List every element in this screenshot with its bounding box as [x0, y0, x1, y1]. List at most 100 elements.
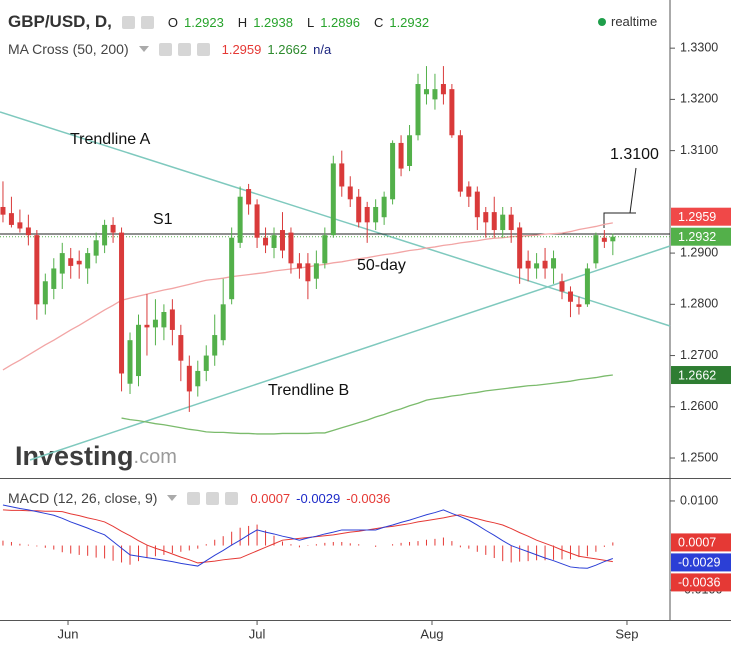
- ma-value: n/a: [313, 41, 332, 57]
- candle-body: [449, 89, 455, 136]
- ohlc-label: L: [306, 14, 315, 30]
- candle-body: [127, 340, 133, 384]
- candle-body: [263, 237, 269, 246]
- candle-body: [322, 235, 328, 264]
- candle-body: [373, 206, 379, 223]
- ma-value: 1.2959: [221, 41, 262, 57]
- status-text: realtime: [611, 14, 658, 29]
- macd-value: -0.0036: [346, 490, 391, 506]
- annotation: 1.3100: [610, 146, 659, 163]
- symbol-header: GBP/USD, D, O 1.2923 H 1.2938 L 1.2896 C 1.2…: [8, 12, 429, 32]
- candle-body: [483, 212, 489, 223]
- candle-body: [576, 304, 582, 307]
- candle-body: [59, 253, 65, 274]
- price-badge-label: -0.0036: [678, 576, 720, 590]
- icon-eye[interactable]: [187, 491, 201, 505]
- candle-body: [313, 263, 319, 279]
- candle-body: [76, 260, 82, 265]
- price-badge: [671, 533, 731, 552]
- ma-header: MA Cross (50, 200) 1.2959 1.2662 n/a: [8, 41, 331, 57]
- callout-bracket: [603, 212, 636, 228]
- ohlc-label: H: [237, 14, 248, 30]
- candle-body: [466, 186, 472, 197]
- x-tick-label: Jul: [249, 626, 266, 641]
- ohlc-value: 1.2896: [320, 14, 360, 30]
- ohlc-value: 1.2932: [389, 14, 430, 30]
- candle-body: [229, 237, 235, 300]
- candle-body: [288, 232, 294, 264]
- watermark-main: Investing: [15, 441, 134, 471]
- candle-body: [534, 263, 540, 269]
- candle-body: [559, 281, 565, 292]
- status-dot: [598, 17, 606, 26]
- candle-body: [415, 84, 421, 136]
- ohlc-label: C: [373, 14, 384, 30]
- y-tick-label: 1.3100: [680, 143, 718, 157]
- candle-body: [567, 291, 573, 302]
- price-badge: [671, 227, 731, 246]
- y-tick-label: 1.3300: [680, 40, 718, 54]
- price-badge-label: 1.2662: [678, 368, 716, 382]
- y-tick-label: 1.2700: [680, 348, 718, 362]
- annotation: S1: [153, 211, 173, 228]
- candle-body: [339, 163, 345, 187]
- candle-body: [135, 324, 141, 377]
- price-badge-label: 1.2932: [678, 230, 716, 244]
- candle-body: [601, 237, 607, 242]
- y-tick-label: 1.2800: [680, 297, 718, 311]
- macd-value: -0.0029: [296, 490, 341, 506]
- candle-body: [500, 214, 506, 231]
- icon-settings[interactable]: [177, 42, 191, 56]
- caret[interactable]: [167, 495, 178, 501]
- trendline-b: [29, 245, 671, 461]
- plot-area: 1.3300 1.3200 1.3100 1.2900 1.2800 1.2700 1.26…: [0, 40, 722, 641]
- candle-body: [68, 258, 74, 266]
- candle-body: [432, 89, 438, 100]
- icon-eye[interactable]: [158, 42, 172, 56]
- y-tick-label: 1.2600: [680, 399, 718, 413]
- x-tick-label: Jun: [58, 626, 79, 641]
- y-tick-label: 1.2900: [680, 245, 718, 259]
- price-badge-label: 1.2959: [678, 210, 716, 224]
- x-tick-label: Aug: [420, 626, 443, 641]
- candle-body: [85, 253, 91, 269]
- candle-body: [364, 206, 370, 223]
- icon-eye[interactable]: [121, 15, 135, 29]
- candle-body: [178, 335, 184, 361]
- macd-header: MACD (12, 26, close, 9) 0.0007 -0.0029 -…: [8, 490, 390, 506]
- candle-body: [296, 263, 302, 269]
- candle-body: [381, 196, 387, 218]
- candle-body: [525, 260, 531, 269]
- candle-body: [195, 370, 201, 387]
- candle-body: [34, 235, 40, 305]
- candle-body: [508, 214, 514, 231]
- icon-settings[interactable]: [140, 15, 154, 29]
- candle-body: [0, 206, 6, 215]
- price-badge-label: -0.0029: [678, 556, 720, 570]
- candle-body: [102, 224, 108, 246]
- candle-body: [8, 213, 14, 225]
- ma-value: 1.2662: [267, 41, 308, 57]
- macd-signal-line: [2, 509, 613, 564]
- candle-body: [584, 268, 590, 305]
- watermark: Investing.com: [15, 441, 177, 471]
- price-badge-label: 0.0007: [678, 536, 716, 550]
- candle-body: [610, 236, 616, 242]
- macd-title: MACD (12, 26, close, 9): [8, 490, 158, 506]
- macd-line: [2, 504, 614, 569]
- icon-close[interactable]: [196, 42, 210, 56]
- candle-body: [491, 212, 497, 231]
- price-badge: [671, 207, 731, 226]
- annotation: 50-day: [357, 257, 406, 274]
- candle-body: [440, 84, 446, 95]
- candle-body: [119, 232, 125, 374]
- candle-body: [161, 312, 167, 328]
- watermark-suffix: .com: [134, 446, 177, 468]
- icon-settings[interactable]: [206, 491, 220, 505]
- candle-body: [279, 230, 285, 251]
- caret[interactable]: [138, 46, 149, 52]
- annotation: Trendline B: [268, 382, 349, 399]
- candle-body: [347, 186, 353, 200]
- icon-close[interactable]: [225, 491, 239, 505]
